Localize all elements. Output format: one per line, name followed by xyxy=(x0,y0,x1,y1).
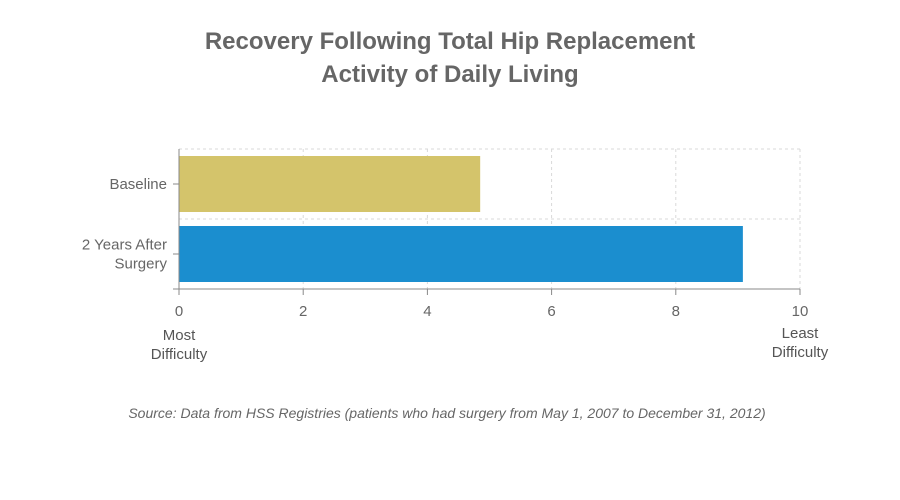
source-note: Source: Data from HSS Registries (patien… xyxy=(128,405,766,421)
axes xyxy=(173,149,801,295)
x-tick-label: 0 xyxy=(175,303,183,320)
x-axis-right-end-label: Least Difficulty xyxy=(771,325,829,361)
y-category-label: Baseline xyxy=(109,176,167,193)
bar-baseline xyxy=(179,156,481,212)
y-category-label-line: Baseline xyxy=(109,176,167,193)
bars xyxy=(179,156,743,282)
labels: 0 2 4 6 8 10 Baseline 2 Years After Surgery xyxy=(82,176,808,320)
x-tick-label: 4 xyxy=(423,303,431,320)
x-tick-label: 2 xyxy=(299,303,307,320)
chart-title-line1: Recovery Following Total Hip Replacement xyxy=(204,28,696,55)
y-category-label-line: 2 Years After xyxy=(82,237,167,254)
x-tick-label: 10 xyxy=(792,303,809,320)
x-axis-left-end-label: Most Difficulty xyxy=(150,327,208,363)
chart-title-line2: Activity of Daily Living xyxy=(321,61,579,88)
y-category-label: 2 Years After Surgery xyxy=(82,237,168,273)
bar-two-years-after-surgery xyxy=(179,226,743,282)
y-category-label-line: Surgery xyxy=(114,256,167,273)
x-tick-label: 8 xyxy=(672,303,680,320)
x-tick-label: 6 xyxy=(547,303,555,320)
